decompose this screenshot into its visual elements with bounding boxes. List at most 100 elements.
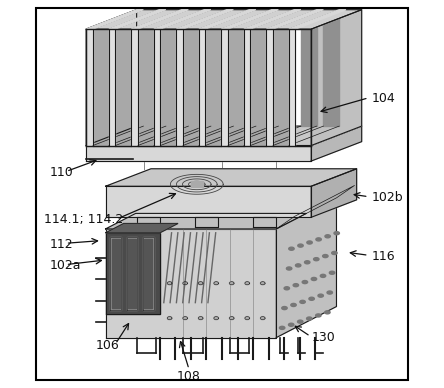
- Polygon shape: [245, 282, 250, 285]
- Polygon shape: [86, 29, 93, 146]
- Polygon shape: [128, 239, 136, 308]
- Polygon shape: [300, 300, 305, 303]
- Polygon shape: [109, 10, 166, 29]
- Polygon shape: [106, 223, 178, 233]
- Polygon shape: [144, 239, 152, 308]
- Polygon shape: [115, 29, 131, 146]
- Polygon shape: [199, 10, 256, 29]
- Text: 102a: 102a: [49, 259, 81, 272]
- Polygon shape: [183, 29, 199, 146]
- Polygon shape: [154, 29, 160, 146]
- Polygon shape: [298, 244, 303, 247]
- Polygon shape: [86, 10, 362, 29]
- Polygon shape: [293, 284, 298, 287]
- Polygon shape: [273, 29, 289, 146]
- Text: 114.1; 114.2: 114.1; 114.2: [44, 213, 123, 226]
- Polygon shape: [320, 274, 326, 277]
- Polygon shape: [221, 29, 228, 146]
- Polygon shape: [318, 294, 323, 297]
- Polygon shape: [109, 29, 115, 146]
- Polygon shape: [167, 317, 172, 320]
- Polygon shape: [276, 198, 337, 338]
- Polygon shape: [291, 303, 296, 307]
- Polygon shape: [131, 29, 138, 146]
- Polygon shape: [245, 317, 250, 320]
- Polygon shape: [297, 320, 303, 323]
- Polygon shape: [112, 239, 119, 308]
- Polygon shape: [154, 10, 211, 29]
- Polygon shape: [183, 282, 187, 285]
- Polygon shape: [325, 311, 330, 314]
- Polygon shape: [166, 10, 182, 126]
- Polygon shape: [206, 29, 221, 146]
- Polygon shape: [228, 29, 244, 146]
- Polygon shape: [311, 277, 317, 281]
- Polygon shape: [311, 126, 362, 161]
- Polygon shape: [266, 29, 273, 146]
- Polygon shape: [323, 255, 328, 258]
- Polygon shape: [191, 181, 202, 187]
- Polygon shape: [127, 237, 137, 310]
- Polygon shape: [211, 10, 226, 126]
- Polygon shape: [279, 326, 285, 329]
- Polygon shape: [230, 317, 234, 320]
- Polygon shape: [188, 10, 204, 126]
- Polygon shape: [244, 29, 250, 146]
- Polygon shape: [214, 282, 218, 285]
- Polygon shape: [199, 29, 206, 146]
- Text: 102b: 102b: [371, 191, 403, 204]
- Text: 130: 130: [311, 331, 335, 344]
- Polygon shape: [86, 146, 311, 161]
- Polygon shape: [302, 281, 308, 284]
- Polygon shape: [311, 10, 362, 145]
- Polygon shape: [289, 247, 294, 250]
- Polygon shape: [86, 10, 143, 29]
- Polygon shape: [266, 10, 323, 29]
- Polygon shape: [93, 29, 109, 146]
- Polygon shape: [296, 264, 301, 267]
- Polygon shape: [143, 10, 159, 126]
- Polygon shape: [106, 186, 311, 217]
- Polygon shape: [307, 241, 312, 244]
- Polygon shape: [138, 29, 154, 146]
- Text: 104: 104: [371, 92, 395, 106]
- Polygon shape: [307, 317, 312, 320]
- Polygon shape: [305, 261, 310, 264]
- Polygon shape: [230, 282, 234, 285]
- Polygon shape: [176, 10, 234, 29]
- Polygon shape: [250, 29, 266, 146]
- Polygon shape: [183, 317, 187, 320]
- Polygon shape: [86, 126, 362, 146]
- Polygon shape: [106, 229, 276, 338]
- Polygon shape: [234, 10, 249, 126]
- Polygon shape: [284, 287, 289, 290]
- Text: 108: 108: [177, 370, 201, 383]
- Text: 116: 116: [371, 249, 395, 263]
- Polygon shape: [106, 233, 160, 314]
- Polygon shape: [329, 271, 335, 274]
- Polygon shape: [282, 307, 287, 310]
- Polygon shape: [198, 282, 203, 285]
- Polygon shape: [253, 217, 276, 227]
- Polygon shape: [221, 10, 278, 29]
- Polygon shape: [110, 237, 121, 310]
- Polygon shape: [313, 258, 319, 261]
- Polygon shape: [143, 237, 154, 310]
- Polygon shape: [261, 282, 265, 285]
- Polygon shape: [334, 232, 339, 235]
- Polygon shape: [160, 29, 176, 146]
- Polygon shape: [311, 169, 357, 217]
- Polygon shape: [276, 185, 354, 229]
- Text: 106: 106: [96, 339, 119, 352]
- Polygon shape: [332, 251, 337, 255]
- Text: 112: 112: [49, 238, 73, 251]
- Polygon shape: [106, 213, 306, 229]
- Polygon shape: [278, 10, 294, 126]
- Polygon shape: [106, 169, 357, 186]
- Polygon shape: [316, 314, 321, 317]
- Polygon shape: [86, 10, 137, 145]
- Polygon shape: [316, 238, 321, 241]
- Polygon shape: [198, 317, 203, 320]
- Polygon shape: [167, 282, 172, 285]
- Polygon shape: [289, 29, 296, 146]
